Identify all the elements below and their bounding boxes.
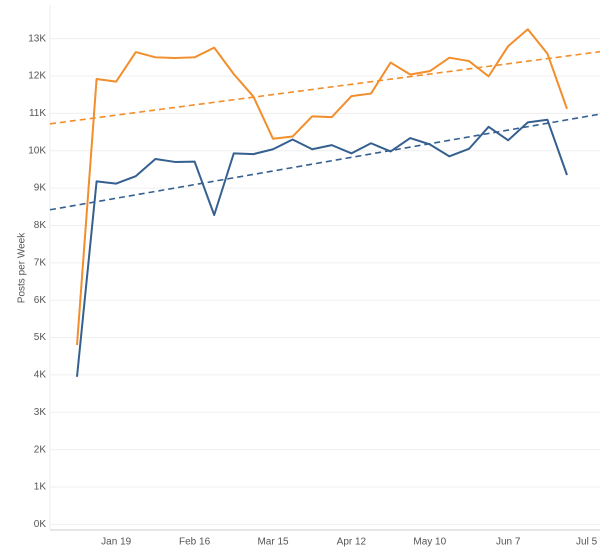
trend-line (49, 50, 600, 125)
y-tick-label: 2K (34, 444, 47, 455)
series-line (76, 118, 568, 377)
y-axis-title: Posts per Week (17, 232, 28, 303)
y-tick-label: 10K (28, 145, 46, 156)
x-tick-label: Feb 16 (179, 537, 211, 548)
y-tick-label: 4K (34, 370, 47, 381)
y-tick-label: 6K (34, 295, 47, 306)
y-tick-label: 11K (29, 108, 46, 119)
x-tick-label: Jul 5 (576, 537, 598, 548)
y-tick-label: 12K (28, 71, 46, 82)
series-line (76, 28, 568, 346)
y-tick-label: 9K (34, 183, 47, 194)
x-tick-label: Jun 7 (496, 537, 521, 548)
x-tick-label: Mar 15 (257, 537, 289, 548)
y-tick-label: 7K (34, 257, 47, 268)
x-tick-label: May 10 (413, 537, 446, 548)
y-tick-label: 8K (34, 220, 47, 231)
trend-line (49, 113, 600, 211)
y-tick-label: 0K (34, 519, 47, 530)
y-tick-label: 1K (34, 482, 47, 493)
x-tick-label: Apr 12 (337, 537, 367, 548)
y-tick-label: 3K (34, 407, 47, 418)
x-tick-label: Jan 19 (101, 537, 131, 548)
y-tick-label: 5K (34, 332, 47, 343)
y-tick-label: 13K (28, 33, 46, 44)
